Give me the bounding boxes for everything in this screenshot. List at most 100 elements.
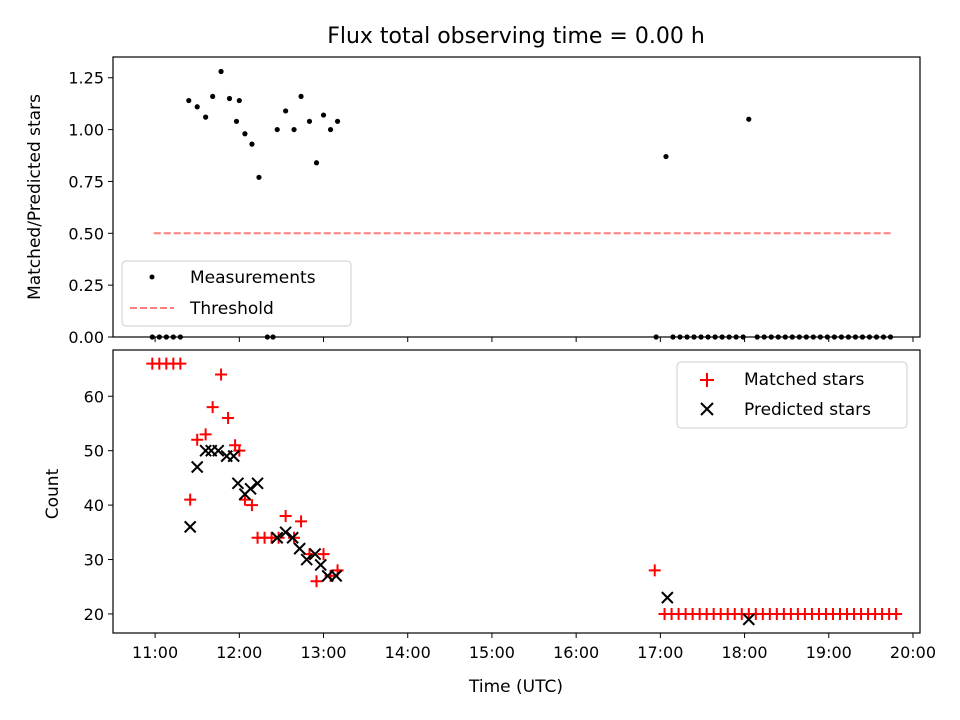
measurements-point bbox=[761, 334, 767, 340]
measurements-point bbox=[653, 334, 659, 340]
bottom-y-axis-label: Count bbox=[43, 468, 63, 519]
measurements-point bbox=[203, 114, 209, 120]
measurements-point bbox=[298, 93, 304, 100]
measurements-point bbox=[740, 334, 746, 340]
measurements-point bbox=[803, 334, 809, 340]
measurements-point bbox=[845, 334, 852, 340]
predicted-stars-point bbox=[227, 449, 240, 463]
measurements-point bbox=[817, 334, 823, 340]
measurements-point bbox=[852, 334, 859, 340]
predicted-stars-point bbox=[183, 520, 197, 534]
matched-stars-point bbox=[238, 493, 251, 506]
matched-stars-point bbox=[174, 357, 187, 370]
measurements-point bbox=[796, 334, 802, 340]
predicted-stars-point bbox=[231, 477, 245, 490]
top-legend-box bbox=[121, 260, 352, 327]
measurements-point bbox=[670, 334, 676, 340]
predicted-stars-point bbox=[661, 591, 674, 604]
predicted-stars-point bbox=[293, 542, 306, 555]
top-ytick-label: 1.00 bbox=[68, 121, 104, 140]
matched-stars-point bbox=[310, 575, 323, 588]
measurements-point bbox=[327, 126, 334, 133]
bottom-xtick-label: 17:00 bbox=[637, 643, 683, 662]
measurements-point bbox=[782, 334, 788, 340]
legend-threshold-label: Threshold bbox=[189, 299, 274, 319]
measurements-point bbox=[242, 131, 248, 137]
measurements-point bbox=[831, 334, 837, 340]
bottom-xtick-label: 13:00 bbox=[300, 643, 346, 662]
measurements-point bbox=[313, 160, 320, 166]
measurements-point bbox=[677, 334, 683, 340]
bottom-ytick-label: 50 bbox=[84, 442, 104, 461]
measurements-point bbox=[789, 334, 795, 340]
measurements-point bbox=[746, 116, 752, 122]
measurements-point bbox=[824, 334, 830, 340]
legend-predicted-marker-b bbox=[700, 402, 714, 416]
measurements-point bbox=[194, 104, 200, 110]
matched-stars-point bbox=[215, 368, 228, 381]
measurements-point bbox=[306, 118, 313, 124]
matched-stars-point bbox=[184, 493, 197, 506]
top-y-axis-label: Matched/Predicted stars bbox=[25, 94, 45, 300]
measurements-point bbox=[691, 334, 697, 340]
bottom-xtick-label: 15:00 bbox=[469, 643, 515, 662]
top-ytick-label: 0.50 bbox=[68, 224, 104, 243]
legend-predicted-label: Predicted stars bbox=[744, 400, 871, 420]
matched-stars-point bbox=[317, 548, 330, 561]
bottom-xtick-label: 16:00 bbox=[553, 643, 599, 662]
matched-stars-point bbox=[199, 428, 212, 441]
legend-measurements-marker bbox=[149, 274, 155, 280]
measurements-point bbox=[684, 334, 690, 340]
matched-stars-point bbox=[222, 412, 235, 425]
measurements-point bbox=[838, 334, 845, 340]
measurements-point bbox=[274, 126, 280, 133]
measurements-point bbox=[880, 334, 887, 340]
measurements-point bbox=[163, 334, 169, 340]
top-ytick-label: 0.75 bbox=[68, 172, 104, 191]
measurements-point bbox=[210, 93, 216, 100]
bottom-axes-frame bbox=[112, 349, 921, 634]
measurements-point bbox=[768, 334, 774, 340]
measurements-point bbox=[698, 334, 704, 340]
measurements-point bbox=[270, 334, 276, 340]
matched-stars-point bbox=[890, 607, 903, 620]
measurements-point bbox=[283, 108, 289, 114]
matched-stars-point bbox=[245, 499, 258, 512]
legend-measurements-label: Measurements bbox=[190, 268, 316, 288]
measurements-point bbox=[775, 334, 781, 340]
top-legend: Measurements Threshold bbox=[121, 260, 352, 327]
bottom-xtick-label: 18:00 bbox=[722, 643, 768, 662]
top-ytick-label: 0.00 bbox=[68, 328, 104, 347]
measurements-point bbox=[320, 112, 327, 118]
predicted-stars-point bbox=[199, 444, 212, 457]
predicted-stars-point bbox=[300, 553, 313, 566]
measurements-point bbox=[218, 68, 224, 75]
measurements-point bbox=[186, 97, 192, 104]
matched-stars-point bbox=[233, 444, 246, 457]
measurements-point bbox=[726, 334, 732, 340]
measurements-point bbox=[859, 334, 866, 340]
bottom-xtick-label: 14:00 bbox=[385, 643, 431, 662]
measurements-point bbox=[334, 118, 341, 124]
x-axis-label: Time (UTC) bbox=[468, 677, 563, 697]
measurements-point bbox=[873, 334, 880, 340]
bottom-ytick-label: 40 bbox=[84, 496, 104, 515]
measurements-point bbox=[170, 334, 176, 340]
legend-matched-label: Matched stars bbox=[744, 370, 864, 390]
predicted-stars-point bbox=[742, 613, 755, 626]
predicted-stars-point bbox=[191, 460, 204, 474]
top-ytick-label: 1.25 bbox=[68, 69, 104, 88]
matched-stars-point bbox=[206, 401, 219, 414]
bottom-xtick-label: 20:00 bbox=[890, 643, 936, 662]
measurements-point bbox=[705, 334, 711, 340]
measurements-point bbox=[663, 153, 669, 160]
measurements-point bbox=[177, 334, 183, 340]
bottom-ytick-label: 60 bbox=[84, 387, 104, 406]
matched-stars-point bbox=[648, 564, 661, 577]
measurements-point bbox=[291, 126, 297, 133]
measurements-point bbox=[149, 334, 155, 340]
bottom-xtick-label: 19:00 bbox=[806, 643, 852, 662]
predicted-stars-point bbox=[279, 526, 292, 539]
predicted-stars-point bbox=[270, 531, 284, 544]
